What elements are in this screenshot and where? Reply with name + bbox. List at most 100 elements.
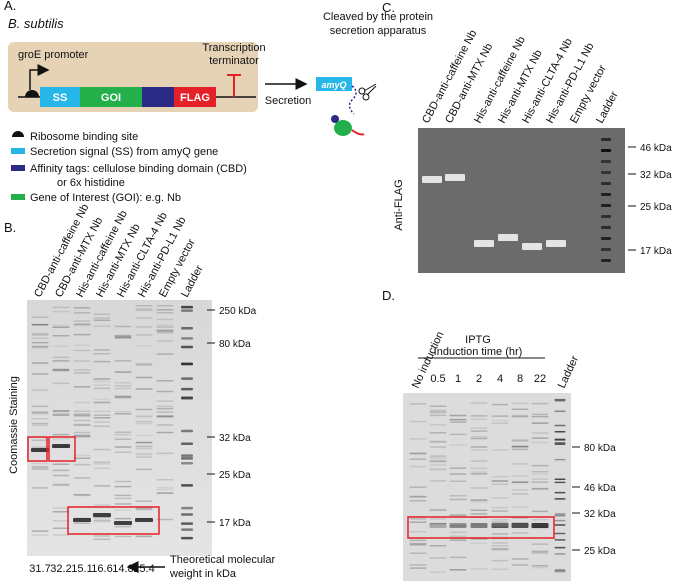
gel-band (93, 401, 111, 403)
gel-band (449, 418, 467, 421)
gel-band (31, 345, 49, 348)
gel-band (135, 452, 153, 455)
gel-band (531, 464, 549, 467)
group-label: IPTG (465, 334, 491, 346)
gel-band (470, 427, 488, 429)
gel-band (73, 349, 91, 352)
gel-band (409, 564, 427, 566)
gel-band (114, 396, 132, 399)
gel-band (491, 497, 509, 499)
gel-band (93, 414, 111, 416)
gel-band (73, 522, 91, 525)
terminator-icon (227, 74, 241, 97)
gel-band (135, 508, 153, 511)
time-label: 8 (517, 373, 523, 385)
gel-band (73, 369, 91, 371)
gel-band (73, 415, 91, 417)
gel-band (156, 407, 174, 410)
gel-band (449, 414, 467, 417)
gel-c (418, 128, 625, 273)
gel-band (156, 390, 174, 393)
highlight-box (407, 516, 555, 539)
gel-band (93, 410, 111, 413)
gel-band (114, 521, 132, 525)
gel-band (470, 473, 488, 475)
gel-band (470, 523, 488, 528)
panel-label: A. (4, 0, 16, 13)
gel-band (181, 387, 193, 391)
gel-band (429, 523, 447, 528)
gel-band (449, 480, 467, 482)
gel-band (93, 521, 111, 523)
gel-band (531, 510, 549, 513)
gel-band (470, 509, 488, 512)
gel-band (114, 485, 132, 488)
gel-band (156, 330, 174, 333)
gel-band (31, 362, 49, 364)
gel-band (449, 498, 467, 501)
gel-band (114, 387, 132, 390)
gel-band (429, 455, 447, 457)
gel-band (470, 437, 488, 440)
gel-band (156, 340, 174, 342)
gel-band (73, 320, 91, 322)
gel-band (31, 333, 49, 336)
gel-band (601, 171, 611, 174)
gel-band (31, 530, 49, 532)
gel-band (531, 413, 549, 416)
gel-band (181, 536, 193, 540)
gel-band (114, 535, 132, 538)
gel-band (93, 313, 111, 315)
gel-band (491, 544, 509, 547)
gel-band (135, 364, 153, 367)
legend-tag (11, 165, 25, 171)
gel-band (429, 441, 447, 443)
gel-band (31, 411, 49, 414)
gel-band (470, 449, 488, 451)
gel-band (114, 525, 132, 528)
gel-band (114, 503, 132, 505)
tag-protein (331, 115, 339, 123)
y-label: Anti-FLAG (393, 179, 405, 230)
gel-band (470, 415, 488, 417)
gel-band (31, 448, 49, 452)
segment-label: FLAG (180, 92, 210, 104)
gel-band (156, 492, 174, 494)
gel-band (73, 423, 91, 426)
gel-band (531, 564, 549, 567)
gel-band (73, 307, 91, 309)
gel-band (135, 468, 153, 471)
gel-band (449, 414, 467, 417)
gel-band (73, 410, 91, 412)
y-label: Coomassie Staining (8, 376, 20, 474)
panel-label: D. (382, 288, 395, 303)
gel-band (554, 514, 566, 517)
gel-band (181, 337, 193, 340)
gel-band (52, 511, 70, 513)
gel-band (429, 405, 447, 408)
amyq-box (316, 77, 352, 91)
flag-box (174, 87, 216, 107)
gel-band (429, 468, 447, 471)
gel-band (181, 442, 193, 445)
gel-band (135, 308, 153, 310)
gel-band (409, 403, 427, 405)
gel-band (93, 317, 111, 319)
gel-band (491, 415, 509, 417)
gel-band (31, 347, 49, 349)
gel-band (31, 534, 49, 536)
gel-band (52, 507, 70, 509)
time-label: 1 (455, 373, 461, 385)
gel-band (554, 443, 566, 445)
gel-band (156, 492, 174, 495)
gel-band (511, 489, 529, 491)
gel-band (181, 362, 193, 366)
gel-band (511, 558, 529, 560)
gel-band (31, 466, 49, 468)
gel-band (93, 349, 111, 351)
gel-band (31, 405, 49, 408)
gel-band (114, 371, 132, 373)
gel-band (409, 539, 427, 542)
gel-band (429, 518, 447, 520)
gel-band (429, 457, 447, 459)
